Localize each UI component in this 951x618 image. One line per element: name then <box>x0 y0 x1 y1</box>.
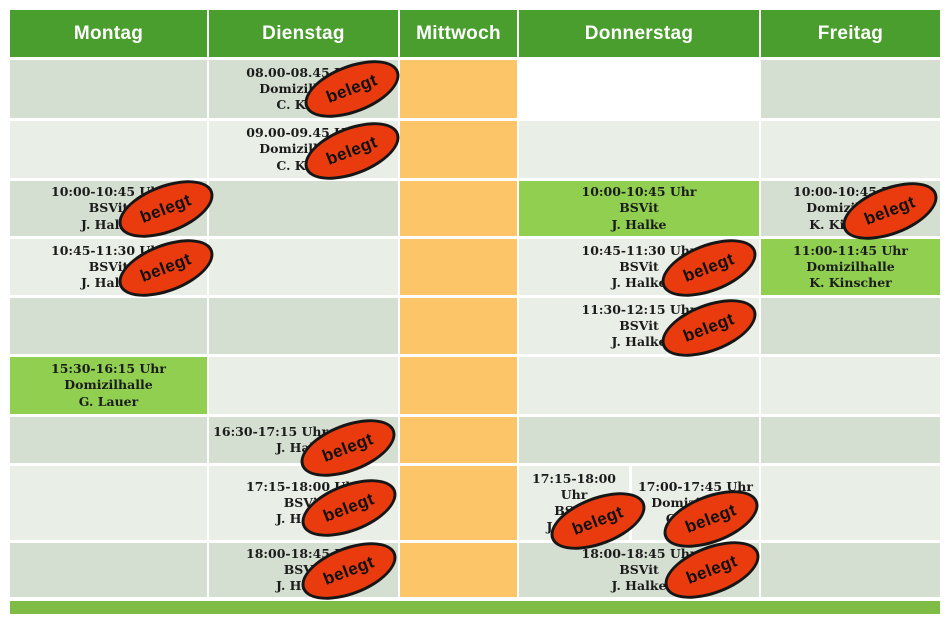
slot-text-line: K. Kinscher <box>809 275 892 291</box>
slot-mittwoch-r7[interactable] <box>400 417 517 463</box>
slot-dienstag-r5[interactable] <box>209 298 398 354</box>
footer-bar <box>10 601 940 614</box>
slot-mittwoch-r3[interactable] <box>400 181 517 236</box>
slot-text-line: J. Halke <box>611 216 667 232</box>
slot-montag-r6[interactable]: 15:30-16:15 Uhr Domizilhalle G. Lauer <box>10 357 207 414</box>
slot-freitag-r6[interactable] <box>761 357 940 414</box>
slot-freitag-r8[interactable] <box>761 466 940 540</box>
slot-montag-r7[interactable] <box>10 417 207 463</box>
slot-montag-r1[interactable] <box>10 60 207 118</box>
slot-text-line: 10:00-10:45 Uhr <box>581 184 697 200</box>
slot-montag-r2[interactable] <box>10 121 207 178</box>
slot-text-line: BSVit <box>619 317 659 333</box>
slot-freitag-r4[interactable]: 11:00-11:45 Uhr Domizilhalle K. Kinscher <box>761 239 940 295</box>
slot-text-line: Uhr <box>560 486 588 502</box>
day-header-montag: Montag <box>10 10 207 57</box>
slot-text-line: BSVit <box>88 200 129 216</box>
slot-donnerstag-r2[interactable] <box>519 121 759 178</box>
slot-mittwoch-r9[interactable] <box>400 543 517 597</box>
slot-mittwoch-r1[interactable] <box>400 60 517 118</box>
day-header-mittwoch: Mittwoch <box>400 10 517 57</box>
slot-mittwoch-r2[interactable] <box>400 121 517 178</box>
slot-text-line: 11:00-11:45 Uhr <box>793 242 908 258</box>
slot-freitag-r9[interactable] <box>761 543 940 597</box>
slot-text-line: BSVit <box>619 258 659 274</box>
slot-donnerstag-r6[interactable] <box>519 357 759 414</box>
slot-text-line: BSVit <box>619 200 659 216</box>
slot-text-line: BSVit <box>88 258 129 274</box>
slot-text-line: J. Halke <box>611 275 667 291</box>
slot-text-line: 15:30-16:15 Uhr <box>51 361 166 377</box>
slot-donnerstag-r1[interactable] <box>519 60 759 118</box>
slot-text-line: BSVit <box>619 561 659 577</box>
day-header-freitag: Freitag <box>761 10 940 57</box>
slot-montag-r9[interactable] <box>10 543 207 597</box>
slot-freitag-r7[interactable] <box>761 417 940 463</box>
slot-mittwoch-r8[interactable] <box>400 466 517 540</box>
slot-dienstag-r3[interactable] <box>209 181 398 236</box>
slot-freitag-r5[interactable] <box>761 298 940 354</box>
slot-donnerstag-r7[interactable] <box>519 417 759 463</box>
slot-dienstag-r6[interactable] <box>209 357 398 414</box>
slot-montag-r8[interactable] <box>10 466 207 540</box>
day-header-dienstag: Dienstag <box>209 10 398 57</box>
slot-donnerstag-r3[interactable]: 10:00-10:45 Uhr BSVit J. Halke <box>519 181 759 236</box>
slot-text-line: J. Halke <box>611 578 667 594</box>
slot-text-line: G. Lauer <box>78 393 139 409</box>
slot-montag-r5[interactable] <box>10 298 207 354</box>
slot-mittwoch-r4[interactable] <box>400 239 517 295</box>
day-header-donnerstag: Donnerstag <box>519 10 759 57</box>
slot-text-line: 17:15-18:00 <box>532 470 616 486</box>
slot-freitag-r2[interactable] <box>761 121 940 178</box>
slot-text-line: Domizilhalle <box>806 258 895 274</box>
slot-mittwoch-r6[interactable] <box>400 357 517 414</box>
slot-text-line: Domizilhalle <box>64 377 153 393</box>
slot-freitag-r1[interactable] <box>761 60 940 118</box>
slot-text-line: J. Halke <box>611 334 667 350</box>
slot-dienstag-r4[interactable] <box>209 239 398 295</box>
slot-text-line: 17:00-17:45 Uhr <box>638 478 753 494</box>
slot-mittwoch-r5[interactable] <box>400 298 517 354</box>
